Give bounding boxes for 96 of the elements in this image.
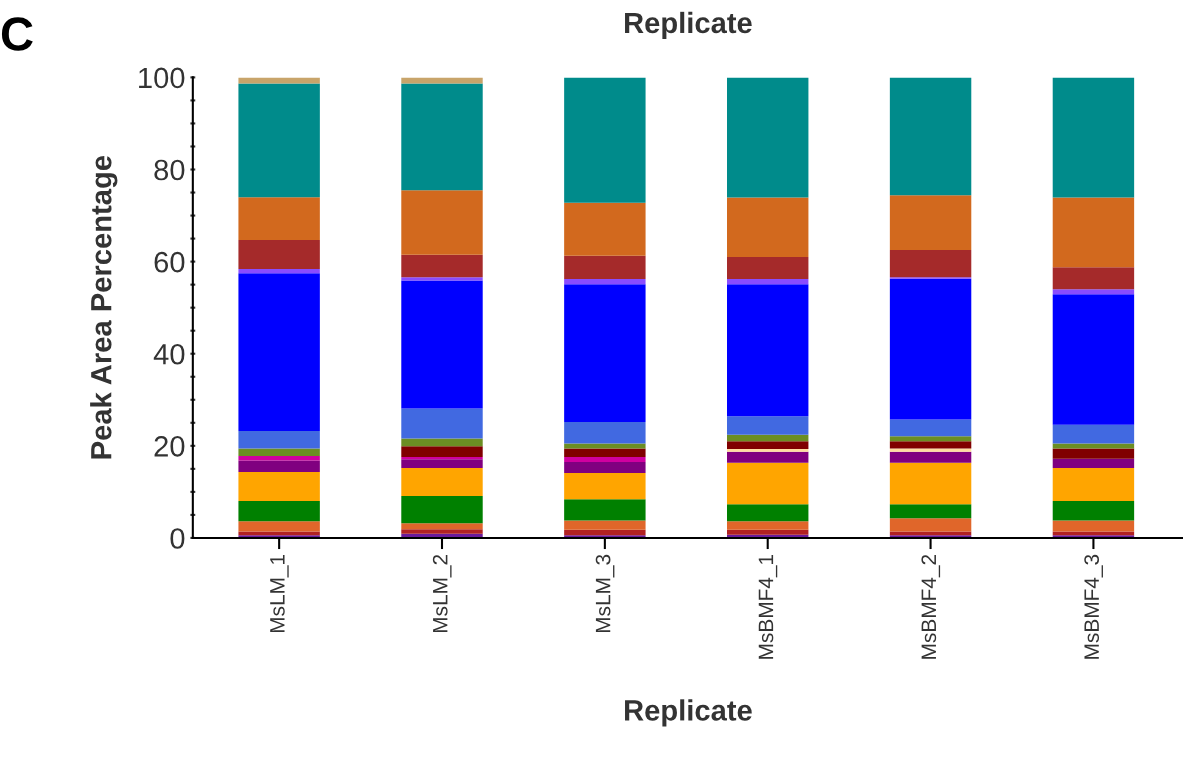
bar bbox=[889, 441, 972, 449]
y-tick-label: 60 bbox=[154, 251, 185, 273]
bar bbox=[889, 504, 972, 519]
bar bbox=[727, 416, 809, 435]
x-tick-label: MsBMF4_1 bbox=[758, 554, 778, 659]
bar bbox=[401, 280, 483, 409]
bar bbox=[1052, 289, 1135, 295]
bar bbox=[727, 197, 809, 258]
bar bbox=[889, 250, 972, 278]
bar bbox=[889, 77, 972, 196]
bar bbox=[564, 279, 646, 285]
bar bbox=[889, 436, 972, 442]
y-tick-label: 20 bbox=[154, 436, 185, 457]
bar bbox=[238, 455, 320, 461]
bar bbox=[401, 408, 483, 439]
bar bbox=[889, 518, 972, 532]
bar bbox=[1052, 443, 1135, 449]
x-tick-label: MsBMF4_3 bbox=[1084, 554, 1103, 659]
bar bbox=[889, 451, 972, 463]
bar bbox=[727, 434, 809, 442]
bar bbox=[1052, 424, 1135, 444]
x-tick-label: MsLM_3 bbox=[595, 554, 615, 633]
bar bbox=[1052, 501, 1135, 521]
bar bbox=[889, 531, 972, 536]
bar bbox=[401, 446, 483, 457]
bar bbox=[727, 451, 809, 463]
bar bbox=[238, 431, 320, 449]
bar bbox=[889, 462, 972, 505]
y-tick-label: 40 bbox=[153, 343, 185, 365]
bar bbox=[238, 472, 320, 502]
x-tick-label: MsLM_2 bbox=[432, 554, 452, 633]
bar bbox=[238, 239, 320, 269]
text: C bbox=[1, 17, 33, 51]
chart-title: Replicate bbox=[625, 11, 752, 40]
bar bbox=[727, 521, 809, 530]
bar bbox=[889, 195, 972, 251]
bar bbox=[401, 529, 483, 534]
bar bbox=[238, 197, 320, 240]
bar bbox=[564, 77, 646, 203]
bar bbox=[401, 438, 483, 447]
bar bbox=[727, 441, 809, 450]
bar bbox=[564, 456, 646, 462]
bar bbox=[238, 83, 320, 198]
bar bbox=[401, 254, 483, 278]
bar bbox=[401, 190, 483, 255]
bar bbox=[889, 419, 972, 437]
bar bbox=[564, 421, 646, 444]
bar bbox=[564, 529, 646, 536]
bar bbox=[238, 521, 320, 532]
bar bbox=[564, 284, 646, 422]
bar bbox=[1052, 448, 1135, 459]
bar bbox=[889, 448, 972, 452]
bar bbox=[564, 202, 646, 256]
y-tick-label: 80 bbox=[154, 159, 185, 181]
bar bbox=[238, 501, 320, 522]
bar bbox=[401, 277, 483, 281]
bar bbox=[889, 278, 972, 420]
bar bbox=[727, 284, 809, 417]
bar bbox=[238, 448, 320, 456]
x-tick-label: MsLM_1 bbox=[270, 554, 289, 633]
bar bbox=[727, 504, 809, 522]
bar bbox=[727, 257, 809, 280]
bar bbox=[1052, 267, 1135, 290]
y-axis-title: Peak Area Percentage bbox=[90, 155, 118, 459]
bar bbox=[1052, 467, 1135, 502]
bar bbox=[564, 520, 646, 530]
bar bbox=[238, 268, 320, 274]
x-tick-label: MsBMF4_2 bbox=[921, 554, 941, 659]
bar bbox=[727, 529, 809, 535]
bar bbox=[727, 462, 809, 505]
bar bbox=[564, 473, 646, 500]
y-tick-label: 0 bbox=[170, 528, 185, 549]
bar bbox=[564, 443, 646, 449]
y-tick-label: 100 bbox=[139, 67, 185, 89]
bar bbox=[1052, 77, 1135, 198]
bar bbox=[564, 255, 646, 280]
bar bbox=[401, 496, 483, 524]
bar bbox=[401, 467, 483, 497]
bar bbox=[401, 523, 483, 530]
bar bbox=[238, 460, 320, 473]
bar bbox=[564, 499, 646, 521]
bar bbox=[1052, 458, 1135, 468]
bar bbox=[238, 273, 320, 432]
bar bbox=[727, 279, 809, 285]
bar bbox=[727, 77, 809, 198]
x-axis-title: Replicate bbox=[625, 699, 752, 727]
bar bbox=[1052, 531, 1135, 536]
bar bbox=[238, 531, 320, 536]
bar bbox=[1052, 294, 1135, 425]
bar bbox=[401, 83, 483, 191]
bar bbox=[564, 448, 646, 457]
bar bbox=[564, 461, 646, 473]
bar bbox=[401, 459, 483, 468]
bar bbox=[1052, 197, 1135, 268]
bar bbox=[727, 449, 809, 452]
bar bbox=[1052, 520, 1135, 532]
